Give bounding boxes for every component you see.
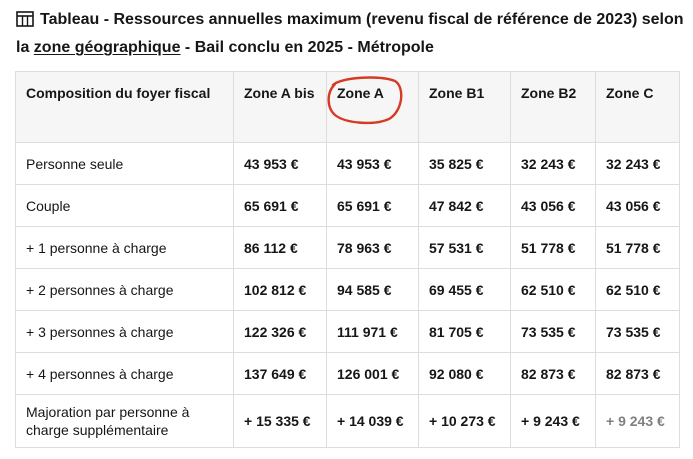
cell-value: 92 080 € <box>418 352 511 395</box>
cell-value: 51 778 € <box>595 226 680 269</box>
cell-value: 62 510 € <box>595 268 680 311</box>
cell-value: + 10 273 € <box>418 394 511 448</box>
table-row: + 1 personne à charge 86 112 € 78 963 € … <box>15 226 680 269</box>
cell-value: + 9 243 € <box>595 394 680 448</box>
cell-value: 81 705 € <box>418 310 511 353</box>
header-composition: Composition du foyer fiscal <box>15 71 234 143</box>
header-zone-a-bis: Zone A bis <box>233 71 327 143</box>
cell-value: 32 243 € <box>595 142 680 185</box>
cell-value: 82 873 € <box>510 352 596 395</box>
row-label: + 3 personnes à charge <box>15 310 234 353</box>
cell-value: 69 455 € <box>418 268 511 311</box>
cell-value: 65 691 € <box>326 184 419 227</box>
table-row: + 3 personnes à charge 122 326 € 111 971… <box>15 310 680 353</box>
row-label: + 4 personnes à charge <box>15 352 234 395</box>
cell-value: 102 812 € <box>233 268 327 311</box>
row-label: + 2 personnes à charge <box>15 268 234 311</box>
table-icon <box>16 10 34 35</box>
cell-value: 73 535 € <box>595 310 680 353</box>
cell-value: 65 691 € <box>233 184 327 227</box>
header-zone-b2: Zone B2 <box>510 71 596 143</box>
table-header-row: Composition du foyer fiscal Zone A bis Z… <box>15 71 680 143</box>
table-row: Couple 65 691 € 65 691 € 47 842 € 43 056… <box>15 184 680 227</box>
cell-value: 35 825 € <box>418 142 511 185</box>
cell-value: 126 001 € <box>326 352 419 395</box>
cell-value: 111 971 € <box>326 310 419 353</box>
table-row: + 2 personnes à charge 102 812 € 94 585 … <box>15 268 680 311</box>
cell-value: + 15 335 € <box>233 394 327 448</box>
table-row: Majoration par personne à charge supplém… <box>15 394 680 448</box>
cell-value: 73 535 € <box>510 310 596 353</box>
cell-value: 62 510 € <box>510 268 596 311</box>
title-text-part2: - Bail conclu en 2025 - Métropole <box>180 39 434 56</box>
table-row: Personne seule 43 953 € 43 953 € 35 825 … <box>15 142 680 185</box>
table-row: + 4 personnes à charge 137 649 € 126 001… <box>15 352 680 395</box>
row-label: + 1 personne à charge <box>15 226 234 269</box>
cell-value: 122 326 € <box>233 310 327 353</box>
cell-value: 82 873 € <box>595 352 680 395</box>
row-label: Couple <box>15 184 234 227</box>
cell-value: 78 963 € <box>326 226 419 269</box>
cell-value: 137 649 € <box>233 352 327 395</box>
header-zone-b1: Zone B1 <box>418 71 511 143</box>
title-text-part1: Tableau - Ressources annuelles maximum (… <box>16 11 684 56</box>
cell-value: 51 778 € <box>510 226 596 269</box>
cell-value: 86 112 € <box>233 226 327 269</box>
cell-value: 43 953 € <box>233 142 327 185</box>
header-zone-a: Zone A <box>326 71 419 143</box>
resources-table: Composition du foyer fiscal Zone A bis Z… <box>15 71 680 448</box>
header-zone-c: Zone C <box>595 71 680 143</box>
cell-value: 43 056 € <box>510 184 596 227</box>
cell-value: 43 056 € <box>595 184 680 227</box>
cell-value: 57 531 € <box>418 226 511 269</box>
cell-value: 47 842 € <box>418 184 511 227</box>
row-label: Personne seule <box>15 142 234 185</box>
zone-geographique-link[interactable]: zone géographique <box>33 39 181 56</box>
cell-value: 43 953 € <box>326 142 419 185</box>
cell-value: + 9 243 € <box>510 394 596 448</box>
cell-value: + 14 039 € <box>326 394 419 448</box>
cell-value: 94 585 € <box>326 268 419 311</box>
table-title: Tableau - Ressources annuelles maximum (… <box>16 7 686 60</box>
cell-value: 32 243 € <box>510 142 596 185</box>
row-label: Majoration par personne à charge supplém… <box>15 394 234 448</box>
